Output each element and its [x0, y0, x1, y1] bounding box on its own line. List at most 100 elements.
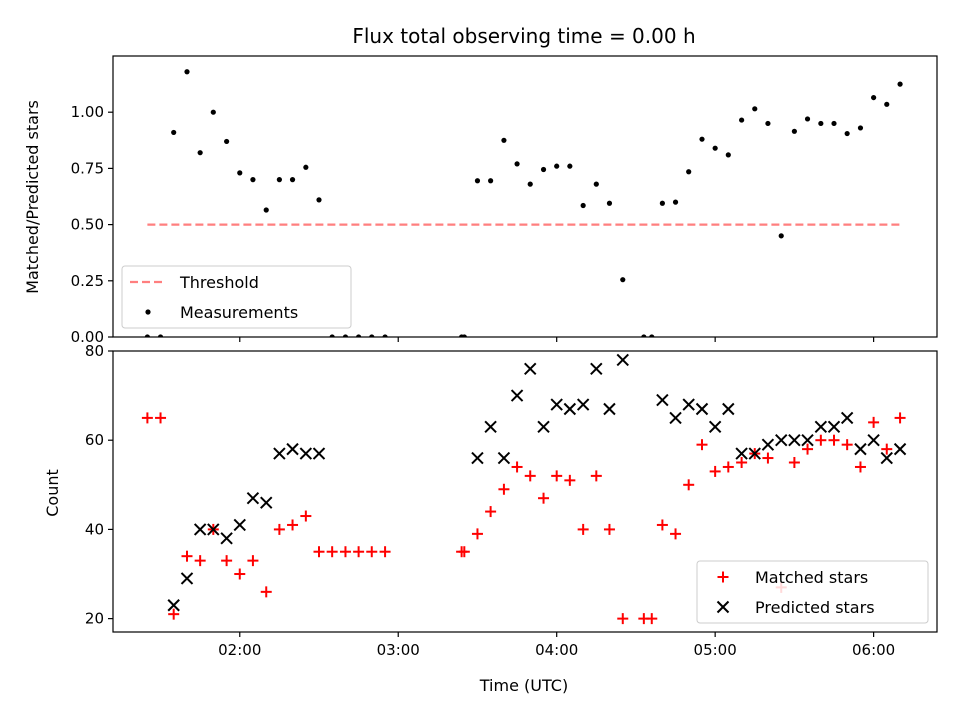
top-dot-point-34	[649, 334, 655, 337]
bottom-plus-point-51	[868, 416, 880, 428]
bottom-x-point-27-b	[695, 402, 709, 416]
bottom-x-point-0	[167, 599, 180, 612]
bottom-plus-point-8	[247, 555, 259, 567]
bottom-x-point-41	[880, 451, 893, 465]
bottom-x-point-8	[273, 447, 286, 460]
bottom-x-point-33	[775, 433, 788, 447]
bottom-x-point-3-b	[207, 523, 220, 536]
top-dot-point-50	[857, 125, 864, 131]
bottom-x-point-39-b	[854, 442, 867, 456]
top-dot-point-26	[540, 166, 547, 173]
bottom-x-point-24	[656, 393, 669, 407]
bottom-plus-point-45	[788, 457, 800, 469]
bottom-plus-point-16	[353, 546, 365, 558]
bottom-plus-point-37	[683, 479, 695, 491]
top-dot-point-15	[342, 334, 349, 337]
bottom-x-point-38	[840, 411, 854, 425]
top-dot-point-48	[831, 120, 837, 127]
bottom-legend-handle-0	[717, 571, 729, 583]
bottom-x-point-9	[286, 442, 299, 456]
bottom-x-point-17-b	[537, 420, 550, 434]
bottom-x-point-6-b	[246, 491, 260, 505]
bottom-plus-point-29	[577, 523, 589, 535]
bottom-plus-point-43	[762, 452, 774, 464]
bottom-plus-point-25	[524, 470, 536, 482]
bottom-plus-point-12	[300, 510, 312, 522]
bottom-x-point-5	[233, 518, 246, 532]
top-dot-point-53	[897, 81, 903, 87]
bottom-plus-point-1	[155, 412, 167, 424]
bottom-plus-point-11	[287, 519, 299, 531]
bottom-plus-point-41	[736, 457, 748, 469]
top-dot-point-42	[752, 106, 758, 112]
bottom-plus-point-28	[564, 474, 576, 486]
bottom-plus-point-38	[696, 439, 708, 451]
bottom-x-point-18-b	[550, 398, 563, 411]
top-dot-point-17	[369, 334, 375, 337]
bottom-plus-point-13	[313, 546, 325, 558]
x-tick-label-2: 04:00	[535, 641, 578, 659]
bottom-x-point-16	[524, 362, 537, 376]
top-panel: 0.00 0.25 0.50 0.75 1.00 Threshold Measurement…	[71, 55, 938, 346]
bottom-x-point-33-b	[775, 433, 788, 447]
top-dot-point-28	[567, 163, 573, 169]
top-dot-point-37	[686, 169, 692, 175]
bottom-x-point-24-b	[656, 393, 669, 407]
bottom-x-point-12-b	[471, 451, 484, 465]
bottom-plus-point-22	[485, 506, 497, 518]
bottom-x-point-28-b	[708, 420, 722, 434]
top-dot-point-20	[461, 334, 467, 337]
top-dot-point-10	[276, 177, 282, 183]
top-dot-point-1	[157, 334, 164, 337]
bottom-x-point-20	[576, 398, 590, 411]
plot-layer: 0.00 0.25 0.50 0.75 1.00 Threshold Measurement…	[71, 55, 938, 659]
bottom-plus-point-2	[168, 608, 180, 620]
bottom-x-point-20-b	[576, 398, 590, 411]
top-dot-point-3	[184, 69, 190, 75]
bottom-x-point-26-b	[682, 398, 695, 411]
x-tick-label-3: 05:00	[694, 641, 737, 659]
top-dot-point-38	[699, 136, 705, 142]
bottom-x-point-37-b	[827, 420, 841, 434]
bottom-plus-point-46	[802, 443, 814, 455]
top-dot-point-23	[501, 137, 507, 143]
bottom-x-point-36	[814, 420, 828, 434]
top-dot-point-29	[580, 202, 586, 209]
top-dot-point-51	[871, 94, 877, 101]
top-data	[144, 69, 903, 337]
bottom-plus-point-26	[538, 492, 550, 504]
bottom-x-point-27	[695, 402, 709, 416]
bottom-legend-label-1: Predicted stars	[755, 598, 875, 617]
bottom-x-point-37	[827, 420, 841, 434]
top-dot-point-16	[356, 334, 362, 337]
bottom-x-point-41-b	[880, 451, 893, 465]
top-dot-point-45	[791, 128, 797, 134]
bottom-x-point-19	[563, 402, 577, 416]
top-dot-point-27	[554, 163, 560, 169]
bottom-x-point-5-b	[233, 518, 246, 532]
bottom-panel-y-label: Count	[43, 469, 62, 517]
bottom-x-point-35-b	[801, 433, 814, 447]
bottom-ytick-label-2: 60	[85, 431, 104, 449]
bottom-plus-point-32	[617, 613, 629, 625]
top-dot-point-44	[778, 233, 784, 239]
bottom-x-point-10	[299, 447, 313, 460]
bottom-x-point-36-b	[814, 420, 828, 434]
bottom-x-point-30-b	[735, 447, 748, 460]
bottom-x-point-4-b	[220, 532, 233, 545]
x-tick-label-1: 03:00	[377, 641, 420, 659]
bottom-x-point-25	[669, 411, 682, 425]
bottom-plus-point-4	[194, 555, 206, 567]
top-dot-point-39	[712, 145, 718, 151]
bottom-plus-point-20	[458, 546, 470, 558]
bottom-x-point-39	[854, 442, 867, 456]
bottom-plus-point-34	[646, 613, 658, 625]
bottom-legend-label-0: Matched stars	[755, 568, 868, 587]
bottom-x-point-21-b	[590, 362, 603, 376]
bottom-x-point-15	[510, 389, 524, 402]
bottom-plus-point-49	[841, 439, 853, 451]
bottom-plus-point-35	[656, 519, 668, 531]
top-dot-point-12	[303, 164, 309, 170]
bottom-x-point-28	[708, 420, 722, 434]
bottom-plus-point-50	[854, 461, 866, 473]
